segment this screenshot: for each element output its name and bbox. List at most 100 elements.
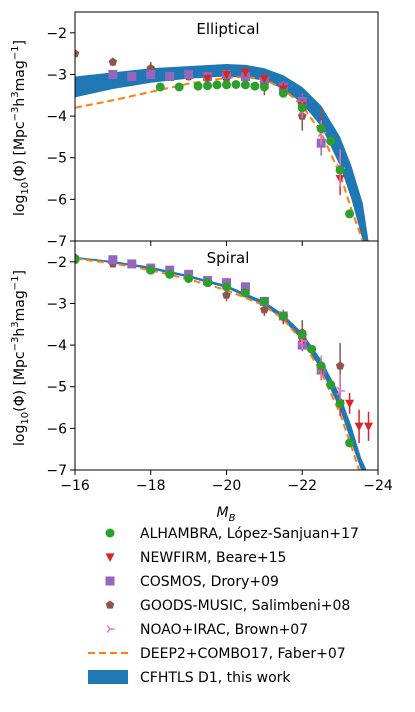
- alhambra-point: [203, 278, 213, 288]
- legend-swatch: [105, 528, 115, 538]
- alhambra-point: [316, 124, 326, 134]
- alhambra-point: [75, 255, 80, 265]
- cfhtls-band: [75, 64, 369, 241]
- alhambra-point: [297, 330, 307, 340]
- alhambra-point: [193, 81, 203, 91]
- goods-point: [260, 305, 269, 314]
- legend-item-alhambra: ALHAMBRA, López-Sanjuan+17: [105, 526, 359, 542]
- legend-swatch: [105, 600, 115, 609]
- panel-spiral: Spiral −2 −3 −4 −5 −6 −7: [46, 240, 379, 479]
- cosmos-point: [146, 69, 156, 79]
- x-tick-label: −22: [287, 478, 317, 494]
- alhambra-point: [250, 81, 260, 91]
- goods-point: [335, 361, 345, 370]
- cosmos-point: [108, 69, 118, 79]
- alhambra-point: [297, 103, 307, 113]
- newfirm-point: [240, 68, 250, 78]
- legend-item-cfhtls: CFHTLS D1, this work: [88, 670, 291, 686]
- alhambra-point: [184, 273, 194, 283]
- y-tick-label: −3: [46, 67, 67, 83]
- goods-point: [222, 290, 231, 299]
- plot-area-0: [75, 49, 369, 241]
- alhambra-point: [222, 80, 231, 90]
- goods-point: [146, 63, 156, 72]
- legend-item-noao: NOAO+IRAC, Brown+07: [106, 622, 308, 638]
- goods-point: [108, 57, 118, 66]
- alhambra-point: [345, 209, 355, 219]
- alhambra-point: [259, 82, 269, 92]
- cosmos-point: [127, 259, 137, 269]
- legend-swatch: [105, 553, 115, 562]
- y-axis-label-spiral: log10(Φ) [Mpc−3h3mag−1]: [10, 270, 31, 446]
- y-tick-label: −4: [46, 109, 67, 125]
- alhambra-point: [165, 269, 175, 279]
- alhambra-point: [222, 282, 231, 292]
- cosmos-point: [108, 255, 118, 265]
- y-tick-label: −3: [46, 296, 67, 312]
- goods-point: [75, 49, 80, 58]
- legend-label: GOODS-MUSIC, Salimbeni+08: [140, 598, 350, 614]
- x-tick-label: −24: [363, 478, 393, 494]
- legend-item-newfirm: NEWFIRM, Beare+15: [105, 550, 286, 566]
- cosmos-point: [240, 282, 250, 292]
- newfirm-point: [345, 399, 355, 409]
- noao-point: [336, 386, 346, 396]
- cosmos-point: [127, 72, 137, 82]
- alhambra-point: [326, 136, 336, 146]
- alhambra-point: [278, 311, 288, 321]
- y-tick-label: −5: [46, 151, 67, 167]
- alhambra-point: [146, 265, 156, 275]
- axes-frame-spiral: [74, 240, 379, 471]
- y-tick-label: −6: [46, 192, 67, 208]
- legend-label: ALHAMBRA, López-Sanjuan+17: [140, 526, 359, 542]
- legend-label: NOAO+IRAC, Brown+07: [140, 622, 308, 638]
- y-tick-label: −6: [46, 421, 67, 437]
- alhambra-point: [278, 88, 288, 98]
- newfirm-point: [203, 75, 213, 84]
- y-tick-label: −4: [46, 338, 67, 354]
- legend-swatch: [106, 624, 115, 634]
- alhambra-point: [203, 81, 213, 91]
- deep2-curve: [75, 75, 364, 241]
- y-tick-label: −2: [46, 26, 67, 42]
- legend-label: CFHTLS D1, this work: [140, 670, 291, 686]
- legend-label: NEWFIRM, Beare+15: [140, 550, 286, 566]
- cosmos-point: [165, 72, 175, 82]
- y-axis-label-elliptical: log10(Φ) [Mpc−3h3mag−1]: [10, 40, 31, 216]
- legend-swatch: [88, 670, 128, 684]
- newfirm-point: [364, 422, 374, 432]
- newfirm-point: [354, 422, 364, 432]
- newfirm-point: [259, 75, 269, 84]
- legend-label: COSMOS, Drory+09: [140, 574, 279, 590]
- panel-elliptical: Elliptical −2 −3 −4 −5 −6 −7: [46, 11, 379, 250]
- legend-swatch: [105, 576, 115, 586]
- y-tick-label: −7: [46, 234, 67, 250]
- newfirm-point: [222, 70, 231, 80]
- alhambra-point: [155, 82, 165, 92]
- alhambra-point: [307, 344, 317, 354]
- legend-item-deep2: DEEP2+COMBO17, Faber+07: [88, 646, 346, 662]
- panel-title-spiral: Spiral: [207, 249, 250, 267]
- cosmos-point: [184, 69, 194, 79]
- deep2-curve: [75, 257, 361, 470]
- legend-item-goods: GOODS-MUSIC, Salimbeni+08: [105, 598, 350, 614]
- alhambra-point: [240, 80, 250, 90]
- x-axis-label: MB: [217, 505, 236, 524]
- legend-label: DEEP2+COMBO17, Faber+07: [140, 646, 346, 662]
- alhambra-point: [326, 380, 336, 390]
- x-tick-label: −20: [212, 478, 242, 494]
- legend: ALHAMBRA, López-Sanjuan+17 NEWFIRM, Beare…: [88, 526, 359, 686]
- alhambra-point: [316, 361, 326, 371]
- alhambra-point: [259, 296, 269, 306]
- y-tick-label: −7: [46, 463, 67, 479]
- legend-item-cosmos: COSMOS, Drory+09: [105, 574, 279, 590]
- alhambra-point: [240, 288, 250, 298]
- y-tick-label: −5: [46, 380, 67, 396]
- alhambra-point: [335, 165, 345, 175]
- panel-title-elliptical: Elliptical: [196, 20, 259, 38]
- x-tick-label: −18: [136, 478, 166, 494]
- x-tick-label: −16: [60, 478, 90, 494]
- alhambra-point: [231, 79, 241, 89]
- plot-area-1: [75, 253, 374, 470]
